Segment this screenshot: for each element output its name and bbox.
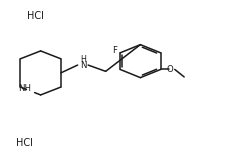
Text: HCl: HCl [16,138,33,148]
Text: NH: NH [18,84,31,93]
Text: F: F [112,46,117,55]
Text: H: H [80,55,86,64]
Text: N: N [80,61,86,70]
Text: HCl: HCl [27,11,44,20]
Text: O: O [167,65,174,74]
